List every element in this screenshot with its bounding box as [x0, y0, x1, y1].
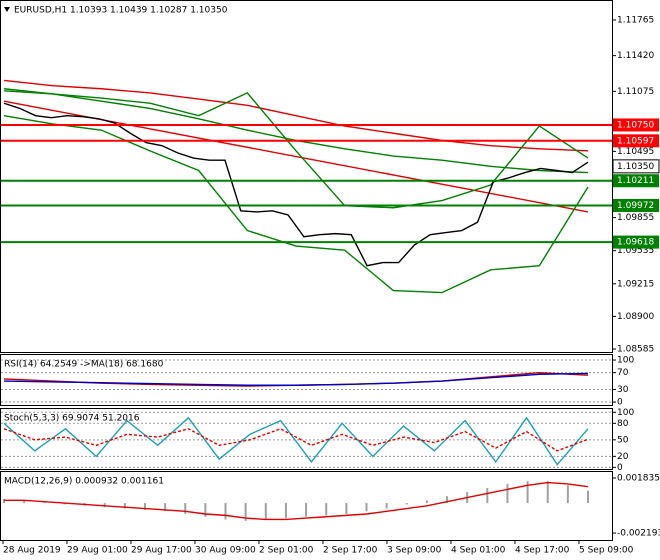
- level-label-box: [613, 134, 659, 148]
- y-tick-label: 1.09215: [617, 279, 654, 289]
- y-tick-label: 1.08585: [617, 344, 654, 354]
- histogram-bar: [184, 503, 187, 515]
- rsi-panel: [0, 354, 613, 406]
- y-tick-label: 0: [617, 398, 623, 408]
- series-line: [3, 90, 589, 209]
- histogram-bar: [23, 500, 26, 504]
- x-tick-label: 3 Sep 09:00: [387, 546, 442, 556]
- last-price-label: 1.10350: [617, 162, 654, 172]
- histogram-bar: [224, 503, 227, 520]
- y-tick-label: -0.002193: [617, 529, 660, 539]
- histogram-bar: [425, 500, 428, 504]
- histogram-bar: [143, 503, 146, 510]
- histogram-bar: [405, 503, 408, 505]
- menu-arrow: [4, 7, 10, 12]
- y-tick-label: 30: [617, 385, 629, 395]
- y-tick-label: 1.09855: [617, 213, 654, 223]
- series-line: [3, 79, 589, 152]
- y-tick-label: 0: [617, 463, 623, 473]
- x-tick-label: 2 Sep 01:00: [259, 546, 314, 556]
- histogram-bar: [566, 485, 569, 504]
- macd-panel: [0, 471, 613, 541]
- series-line: [3, 428, 589, 452]
- x-tick-label: 30 Aug 09:00: [195, 546, 256, 556]
- panel-title: RSI(14) 64.2549 ->MA(18) 68.1680: [4, 360, 164, 370]
- y-tick-label: 100: [617, 408, 634, 418]
- panel-title: Stoch(5,3,3) 69.9074 51.2016: [4, 414, 140, 424]
- last-price-box: [612, 159, 660, 174]
- level-label-box: [613, 198, 659, 212]
- histogram-bar: [587, 490, 589, 504]
- panel-title: EURUSD,H1 1.10393 1.10439 1.10287 1.1035…: [14, 6, 228, 16]
- y-tick-label: 1.08900: [617, 312, 654, 322]
- y-tick-label: 1.10495: [617, 147, 654, 157]
- level-label: 1.10211: [617, 176, 654, 186]
- histogram-bar: [305, 503, 308, 517]
- histogram-bar: [164, 503, 167, 512]
- histogram-bar: [486, 488, 489, 504]
- y-tick-label: 1.09535: [617, 246, 654, 256]
- histogram-bar: [385, 503, 388, 509]
- histogram-bar: [325, 503, 328, 516]
- x-tick-label: 2 Sep 17:00: [323, 546, 378, 556]
- y-tick-label: 100: [617, 356, 634, 366]
- panel-title: MACD(12,26,9) 0.000932 0.001161: [4, 477, 164, 487]
- histogram-bar: [526, 481, 529, 504]
- x-tick-label: 29 Aug 17:00: [131, 546, 192, 556]
- main-panel: [0, 0, 613, 353]
- y-tick-label: 80: [617, 419, 629, 429]
- level-label: 1.09972: [617, 201, 654, 211]
- histogram-bar: [446, 496, 449, 504]
- level-label: 1.09618: [617, 238, 654, 248]
- y-tick-label: 1.11420: [617, 51, 654, 61]
- x-tick-label: 5 Sep 09:00: [579, 546, 634, 556]
- level-label: 1.10750: [617, 120, 654, 130]
- y-tick-label: 50: [617, 435, 629, 445]
- series-line: [3, 372, 589, 386]
- histogram-bar: [546, 481, 549, 504]
- series-line: [3, 114, 589, 294]
- level-label-box: [613, 118, 659, 132]
- y-tick-label: 0.001835: [617, 473, 660, 483]
- stoch-panel: [0, 408, 613, 470]
- x-tick-label: 28 Aug 2019: [3, 546, 61, 556]
- level-label-box: [613, 235, 659, 249]
- level-label: 1.10597: [617, 136, 654, 146]
- histogram-bar: [365, 503, 368, 512]
- x-tick-label: 4 Sep 17:00: [515, 546, 570, 556]
- level-label-box: [613, 174, 659, 188]
- histogram-bar: [204, 503, 207, 517]
- series-line: [3, 102, 589, 267]
- series-line: [4, 481, 589, 521]
- histogram-bar: [123, 503, 126, 509]
- y-tick-label: 1.11075: [617, 87, 654, 97]
- y-tick-label: 1.11765: [617, 15, 654, 25]
- series-line: [3, 416, 589, 466]
- x-tick-label: 29 Aug 01:00: [67, 546, 128, 556]
- histogram-bar: [506, 483, 509, 504]
- y-tick-label: 70: [617, 368, 629, 378]
- histogram-bar: [284, 503, 287, 519]
- histogram-bar: [264, 503, 267, 520]
- x-tick-label: 4 Sep 01:00: [451, 546, 506, 556]
- histogram-bar: [345, 503, 348, 515]
- histogram-bar: [244, 503, 247, 521]
- y-tick-label: 20: [617, 452, 629, 462]
